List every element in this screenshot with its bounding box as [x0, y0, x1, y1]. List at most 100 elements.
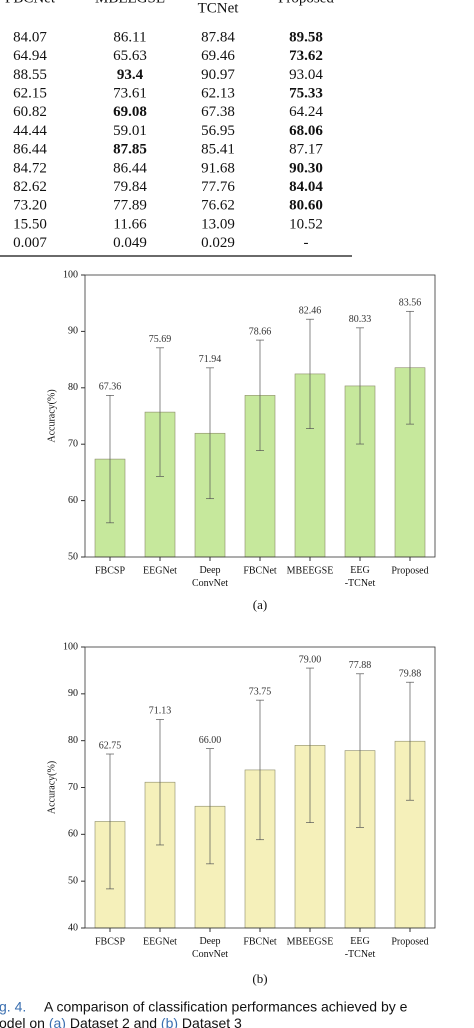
x-tick-label: EEGNet: [143, 936, 177, 947]
value-label: 82.46: [299, 306, 322, 317]
caption-text: Dataset 3: [178, 1015, 242, 1028]
error-bar: [106, 395, 114, 524]
value-label: 83.56: [399, 298, 422, 309]
x-tick-label: EEG -TCNet: [345, 936, 376, 960]
table-cell: 64.24: [289, 104, 323, 120]
table-cell: 93.04: [289, 67, 323, 83]
table-cell: 73.61: [113, 86, 147, 102]
value-label: 71.13: [149, 706, 172, 717]
y-tick-label: 40: [68, 922, 78, 933]
table-cell: 87.85: [113, 142, 147, 158]
value-label: 71.94: [199, 354, 222, 365]
x-tick-label: FBCSP: [95, 565, 125, 576]
plot-frame: [84, 646, 436, 929]
table-cell: 60.82: [13, 104, 47, 120]
value-label: 80.33: [349, 314, 372, 325]
caption-text: odel on (a) Dataset 2 and (b) Dataset 3: [0, 1015, 242, 1028]
table-cell: 86.44: [13, 142, 47, 158]
table-cell: 84.04: [289, 179, 323, 195]
x-tick-label: Proposed: [391, 565, 428, 576]
table-cell: 90.30: [289, 160, 323, 176]
plot-frame: [84, 274, 436, 558]
table-cell: 69.08: [113, 104, 147, 120]
table-cell: 0.029: [201, 235, 235, 251]
table-cell: 84.72: [13, 160, 47, 176]
y-tick-label: 80: [68, 382, 78, 393]
table-cell: 76.62: [201, 198, 235, 214]
table-cell: 69.46: [201, 48, 235, 64]
table-cell: 82.62: [13, 179, 47, 195]
error-bar: [256, 699, 264, 841]
table-cell: 56.95: [201, 123, 235, 139]
table-cell: 0.049: [113, 235, 147, 251]
error-bar: [156, 347, 164, 477]
value-label: 78.66: [249, 326, 272, 337]
x-tick-label: Deep ConvNet: [192, 936, 228, 960]
table-cell: 77.76: [201, 179, 235, 195]
subfigure-caption: (b): [252, 971, 267, 986]
x-tick-label: EEGNet: [143, 565, 177, 576]
x-tick-label: Deep ConvNet: [192, 565, 228, 589]
table-cell: 86.11: [113, 29, 146, 45]
y-tick-label: 60: [68, 829, 78, 840]
value-label: 79.00: [299, 654, 322, 665]
table-cell: 65.63: [113, 48, 147, 64]
table-cell: 90.97: [201, 67, 235, 83]
value-label: 79.88: [399, 669, 422, 680]
x-tick-label: FBCNet: [243, 936, 277, 947]
caption-text: Dataset 2 and: [66, 1015, 161, 1028]
table-cell: 64.94: [13, 48, 47, 64]
x-tick-label: EEG -TCNet: [345, 565, 376, 589]
table-cell: 62.15: [13, 86, 47, 102]
table-cell: 88.55: [13, 67, 47, 83]
caption-link[interactable]: (b): [161, 1015, 178, 1028]
table-cell: 80.60: [289, 198, 323, 214]
x-tick-label: MBEEGSE: [287, 936, 334, 947]
caption-text: odel on: [0, 1015, 49, 1028]
table-cell: 15.50: [13, 216, 47, 232]
table-header: TCNet: [198, 0, 240, 16]
y-axis-label: Accuracy(%): [46, 761, 57, 814]
caption-text: A comparison of classification performan…: [44, 999, 408, 1015]
table-cell: 73.62: [289, 48, 323, 64]
table-cell: 87.84: [201, 29, 235, 45]
table-cell: 75.33: [289, 86, 323, 102]
caption-link[interactable]: (a): [49, 1015, 66, 1028]
x-tick-label: MBEEGSE: [287, 565, 334, 576]
table-cell: 44.44: [13, 123, 47, 139]
caption-label: g. 4.: [0, 999, 26, 1015]
x-tick-label: FBCNet: [243, 565, 277, 576]
error-bar: [206, 748, 214, 865]
table-cell: 84.07: [13, 29, 47, 45]
table-cell: 77.89: [113, 198, 147, 214]
table-header: FBCNet: [5, 0, 56, 6]
y-tick-label: 100: [63, 641, 78, 652]
value-label: 75.69: [149, 334, 172, 345]
error-bar: [406, 310, 414, 425]
value-label: 77.88: [349, 660, 372, 671]
subfigure-caption: (a): [253, 597, 267, 612]
value-label: 73.75: [249, 686, 272, 697]
y-tick-label: 90: [68, 326, 78, 337]
y-tick-label: 100: [63, 269, 78, 280]
error-bar: [306, 318, 314, 429]
y-axis-label: Accuracy(%): [46, 389, 57, 442]
error-bar: [356, 673, 364, 828]
y-tick-label: 80: [68, 735, 78, 746]
table-cell: 85.41: [201, 142, 235, 158]
table-cell: 93.4: [117, 67, 144, 83]
error-bar: [106, 753, 114, 890]
y-tick-label: 60: [68, 495, 78, 506]
table-header: MBEEGSE: [95, 0, 165, 6]
error-bar: [406, 681, 414, 801]
table-cell: 89.58: [289, 29, 323, 45]
y-tick-label: 90: [68, 688, 78, 699]
y-tick-label: 70: [68, 782, 78, 793]
x-tick-label: Proposed: [391, 936, 428, 947]
error-bar: [356, 327, 364, 445]
table-cell: 62.13: [201, 86, 235, 102]
table-cell: 11.66: [113, 216, 147, 232]
table-cell: 68.06: [289, 123, 323, 139]
value-label: 67.36: [99, 382, 122, 393]
